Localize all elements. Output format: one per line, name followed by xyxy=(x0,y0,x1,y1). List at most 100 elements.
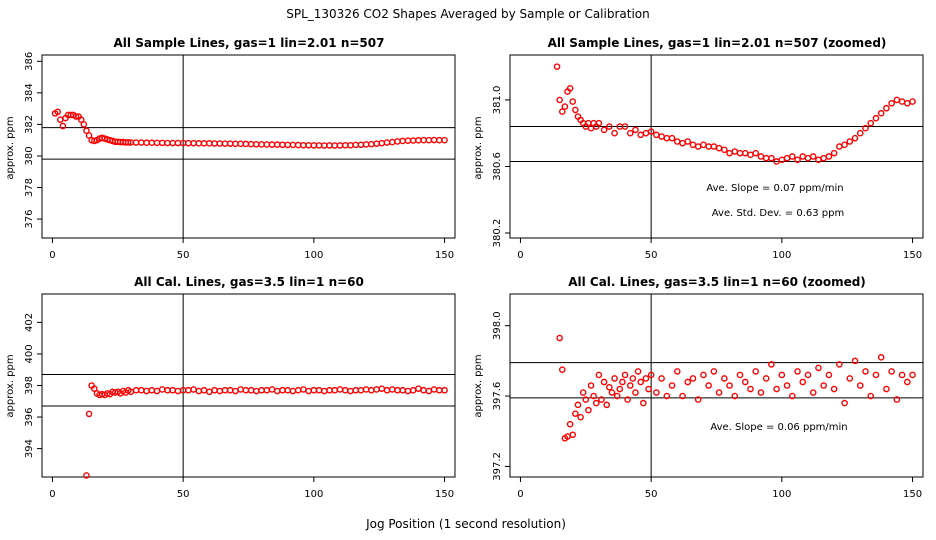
data-point xyxy=(673,368,681,375)
y-tick-label: 400 xyxy=(24,344,35,363)
x-tick-label: 0 xyxy=(49,489,55,500)
data-point xyxy=(621,371,629,379)
data-point xyxy=(846,375,854,382)
data-point xyxy=(851,134,859,142)
data-point xyxy=(561,103,569,110)
y-tick-label: 398 xyxy=(24,376,35,395)
y-tick-label: 386 xyxy=(24,52,35,71)
data-point xyxy=(752,149,760,157)
x-tick-label: 0 xyxy=(517,250,523,261)
data-point xyxy=(640,399,647,407)
data-point xyxy=(642,375,650,382)
y-tick-label: 398.0 xyxy=(492,311,503,340)
data-point xyxy=(862,368,869,375)
y-tick-label: 396 xyxy=(24,408,35,427)
data-point xyxy=(799,378,807,386)
x-tick-label: 0 xyxy=(49,250,55,261)
data-point xyxy=(851,357,859,365)
data-point xyxy=(757,389,765,396)
annotation-text: Ave. Std. Dev. = 0.63 ppm xyxy=(712,208,844,219)
data-point xyxy=(778,371,786,379)
data-point xyxy=(820,382,827,389)
panel-title: All Cal. Lines, gas=3.5 lin=1 n=60 (zoom… xyxy=(568,275,866,289)
data-point xyxy=(715,389,723,396)
x-tick-label: 150 xyxy=(435,250,454,261)
data-point xyxy=(872,114,880,122)
data-point xyxy=(587,382,595,389)
data-point xyxy=(80,121,88,128)
data-point xyxy=(619,378,626,386)
data-point xyxy=(841,399,848,407)
data-point xyxy=(595,119,603,127)
panel-top-right: All Sample Lines, gas=1 lin=2.01 n=507 (… xyxy=(473,36,924,261)
data-point xyxy=(872,371,880,379)
data-point xyxy=(645,385,652,393)
figure-title: SPL_130326 CO2 Shapes Averaged by Sample… xyxy=(286,7,650,21)
data-point xyxy=(856,129,864,137)
data-point xyxy=(624,396,631,403)
panel-title: All Sample Lines, gas=1 lin=2.01 n=507 xyxy=(114,36,385,50)
data-point xyxy=(794,156,801,164)
panel-ylabel: approx. ppm xyxy=(473,354,484,417)
panel-bottom-right: All Cal. Lines, gas=3.5 lin=1 n=60 (zoom… xyxy=(473,275,924,500)
data-point xyxy=(721,146,728,154)
data-point xyxy=(598,396,605,403)
data-point xyxy=(558,108,566,115)
data-point xyxy=(815,364,822,372)
data-point xyxy=(634,368,642,375)
data-point xyxy=(752,368,760,375)
data-point xyxy=(836,361,843,368)
data-point xyxy=(877,354,885,361)
data-point xyxy=(883,385,890,393)
annotation-text: Ave. Slope = 0.06 ppm/min xyxy=(710,422,847,433)
y-tick-label: 394 xyxy=(24,439,35,458)
data-point xyxy=(689,375,697,382)
x-tick-label: 100 xyxy=(772,489,791,500)
data-point xyxy=(721,375,728,382)
panel-title: All Cal. Lines, gas=3.5 lin=1 n=60 xyxy=(134,275,364,289)
data-point xyxy=(632,126,639,134)
data-point xyxy=(577,413,584,421)
y-tick-label: 378 xyxy=(24,178,35,197)
data-point xyxy=(626,129,634,137)
data-point xyxy=(789,392,796,400)
x-tick-label: 150 xyxy=(903,489,922,500)
data-point xyxy=(909,371,916,379)
data-point xyxy=(626,382,634,389)
data-point xyxy=(441,136,448,144)
panel-bottom-left: All Cal. Lines, gas=3.5 lin=1 n=60 appro… xyxy=(5,275,456,500)
data-point xyxy=(898,371,906,379)
data-point xyxy=(54,108,61,116)
plot-frame xyxy=(509,54,924,239)
data-point xyxy=(768,154,775,162)
data-point xyxy=(592,399,600,407)
data-point xyxy=(909,98,916,105)
data-point xyxy=(572,410,579,417)
data-point xyxy=(731,392,739,400)
data-point xyxy=(600,126,608,134)
y-tick-label: 382 xyxy=(24,115,35,134)
data-point xyxy=(846,138,854,145)
data-point xyxy=(883,104,890,112)
x-tick-label: 50 xyxy=(645,250,658,261)
data-point xyxy=(663,392,671,400)
data-point xyxy=(574,401,582,409)
data-point xyxy=(90,385,98,392)
data-point xyxy=(569,98,577,105)
data-point xyxy=(867,119,875,127)
data-point xyxy=(572,106,579,114)
data-point xyxy=(556,96,563,104)
data-point xyxy=(558,366,566,373)
data-point xyxy=(856,382,864,389)
data-point xyxy=(553,63,561,70)
data-point xyxy=(590,392,597,400)
data-point xyxy=(566,420,574,428)
y-tick-label: 380.2 xyxy=(492,219,503,248)
data-point xyxy=(569,431,577,439)
data-point xyxy=(794,368,801,375)
data-point xyxy=(726,382,733,389)
data-point xyxy=(700,371,707,379)
data-point xyxy=(830,149,838,157)
data-point xyxy=(825,371,833,379)
